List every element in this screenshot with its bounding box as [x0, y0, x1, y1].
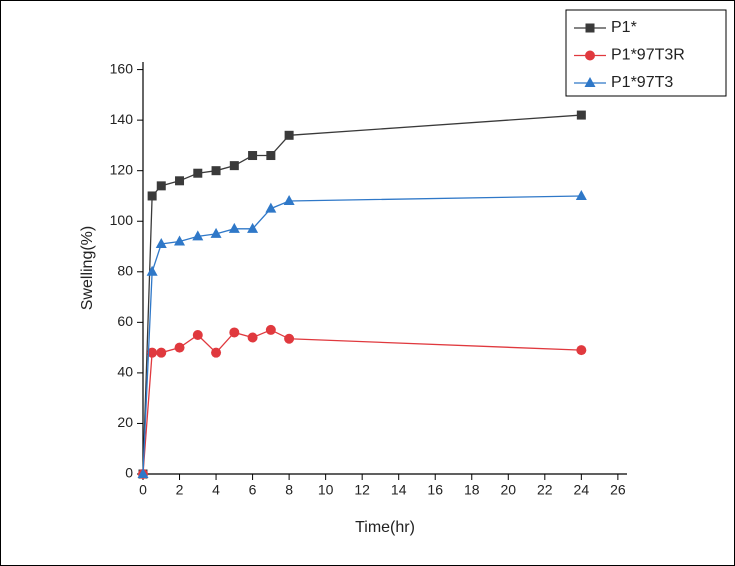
marker [247, 332, 258, 343]
marker [585, 23, 595, 33]
marker [229, 161, 239, 171]
marker [137, 468, 149, 478]
marker [156, 347, 167, 358]
marker [284, 130, 294, 140]
x-tick-label: 22 [537, 482, 553, 498]
marker [156, 181, 166, 191]
marker [211, 347, 222, 358]
y-tick-label: 100 [110, 212, 134, 228]
x-tick-label: 20 [500, 482, 516, 498]
marker [228, 222, 240, 233]
marker [247, 222, 259, 233]
y-tick-label: 80 [117, 262, 133, 278]
x-tick-label: 16 [427, 482, 443, 498]
marker [248, 151, 258, 161]
marker [585, 50, 595, 61]
y-tick-label: 0 [125, 465, 133, 481]
legend-text: P1* [611, 19, 637, 36]
x-tick-label: 0 [139, 482, 147, 498]
y-tick-label: 120 [110, 161, 134, 177]
marker [147, 191, 157, 201]
marker [584, 77, 596, 87]
x-tick-label: 4 [212, 482, 220, 498]
y-tick-label: 60 [117, 313, 133, 329]
marker [175, 176, 185, 186]
marker [193, 168, 203, 178]
y-tick-label: 20 [117, 414, 133, 430]
legend-text: P1*97T3 [611, 74, 673, 91]
y-tick-label: 40 [117, 364, 133, 380]
marker [229, 327, 240, 338]
x-axis-title: Time(hr) [355, 519, 415, 536]
marker [284, 333, 295, 344]
y-axis-title: Swelling(%) [79, 226, 96, 310]
x-tick-label: 8 [285, 482, 293, 498]
marker [211, 166, 221, 176]
marker [266, 151, 276, 161]
marker [174, 342, 185, 353]
marker [146, 265, 158, 276]
marker [210, 227, 222, 238]
x-tick-label: 12 [354, 482, 370, 498]
marker [576, 110, 586, 120]
x-tick-label: 26 [610, 482, 626, 498]
y-tick-label: 140 [110, 111, 134, 127]
marker [174, 235, 186, 246]
x-tick-label: 10 [318, 482, 334, 498]
marker [283, 195, 295, 206]
marker [265, 324, 276, 335]
x-tick-label: 24 [574, 482, 590, 498]
marker [192, 230, 204, 241]
marker [576, 345, 587, 356]
legend-text: P1*97T3R [611, 47, 685, 64]
marker [155, 237, 167, 248]
x-tick-label: 6 [249, 482, 257, 498]
marker [192, 329, 203, 340]
marker [147, 347, 158, 358]
marker [575, 189, 587, 200]
x-tick-label: 18 [464, 482, 480, 498]
x-tick-label: 14 [391, 482, 407, 498]
y-tick-label: 160 [110, 60, 134, 76]
marker [265, 202, 277, 213]
x-tick-label: 2 [176, 482, 184, 498]
